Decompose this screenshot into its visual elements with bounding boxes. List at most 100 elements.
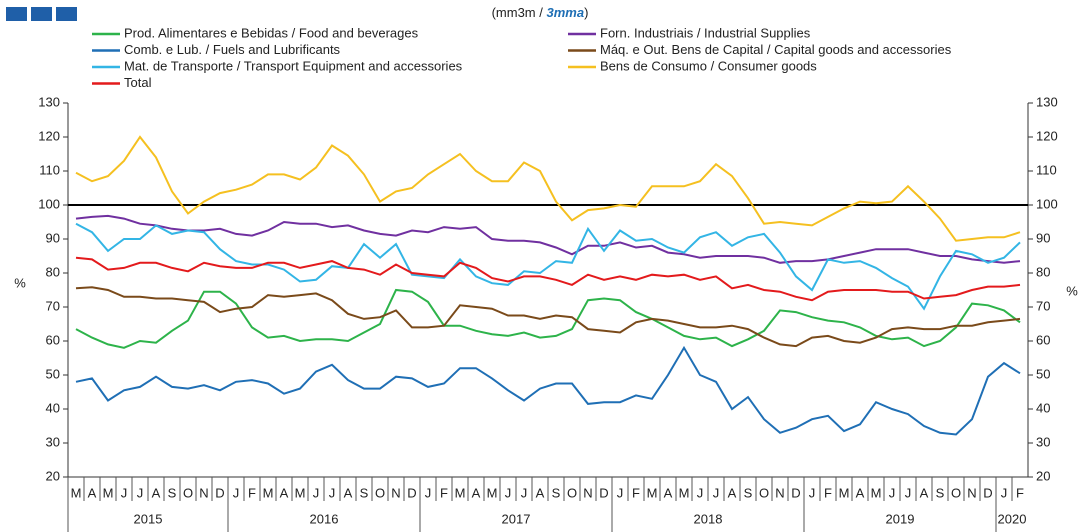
y-tick-label: 110 [39, 162, 60, 177]
x-tick-label: A [152, 485, 161, 500]
x-tick-label: M [71, 485, 82, 500]
x-tick-label: J [505, 485, 512, 500]
x-tick-label: J [521, 485, 528, 500]
x-tick-label: J [137, 485, 144, 500]
x-tick-label: A [920, 485, 929, 500]
x-tick-label: O [951, 485, 961, 500]
y-tick-label: 80 [46, 264, 60, 279]
title-part: 3mma [546, 5, 584, 20]
x-tick-label: J [905, 485, 912, 500]
x-tick-label: M [455, 485, 466, 500]
legend-label: Bens de Consumo / Consumer goods [600, 58, 817, 73]
y2-tick-label: 120 [1036, 128, 1058, 143]
legend-label: Mat. de Transporte / Transport Equipment… [124, 58, 463, 73]
logo-block [56, 7, 77, 21]
x-tick-label: M [263, 485, 274, 500]
x-tick-label: A [664, 485, 673, 500]
y2-tick-label: 100 [1036, 196, 1058, 211]
y2-tick-label: 20 [1036, 468, 1050, 483]
x-tick-label: M [295, 485, 306, 500]
x-tick-label: S [936, 485, 945, 500]
x-tick-label: M [679, 485, 690, 500]
x-tick-label: D [215, 485, 224, 500]
series-line [75, 214, 1021, 264]
series-line [75, 222, 1021, 311]
y-tick-label: 20 [46, 468, 60, 483]
x-tick-label: F [248, 485, 256, 500]
x-tick-label: M [103, 485, 114, 500]
y2-tick-label: 90 [1036, 230, 1050, 245]
x-tick-label: A [280, 485, 289, 500]
x-tick-label: O [375, 485, 385, 500]
y-tick-label: 90 [46, 230, 60, 245]
x-tick-label: F [824, 485, 832, 500]
x-tick-label: D [791, 485, 800, 500]
year-label: 2018 [694, 511, 723, 526]
y-tick-label: 70 [46, 298, 60, 313]
legend-label: Prod. Alimentares e Bebidas / Food and b… [124, 25, 419, 40]
year-label: 2015 [134, 511, 163, 526]
year-label: 2019 [886, 511, 915, 526]
legend-label: Comb. e Lub. / Fuels and Lubrificants [124, 42, 341, 57]
legend-label: Forn. Industriais / Industrial Supplies [600, 25, 811, 40]
series-line [75, 288, 1021, 349]
year-label: 2020 [998, 511, 1027, 526]
x-tick-label: D [983, 485, 992, 500]
x-tick-label: J [1001, 485, 1008, 500]
y-tick-label: 130 [38, 94, 60, 109]
x-tick-label: S [744, 485, 753, 500]
y2-tick-label: 30 [1036, 434, 1050, 449]
x-tick-label: J [121, 485, 128, 500]
x-tick-label: J [233, 485, 240, 500]
x-tick-label: J [889, 485, 896, 500]
x-tick-label: J [713, 485, 720, 500]
x-tick-label: D [407, 485, 416, 500]
x-tick-label: A [344, 485, 353, 500]
y2-tick-label: 50 [1036, 366, 1050, 381]
x-tick-label: S [552, 485, 561, 500]
x-tick-label: N [391, 485, 400, 500]
year-label: 2016 [310, 511, 339, 526]
x-tick-label: J [809, 485, 816, 500]
x-tick-label: S [360, 485, 369, 500]
y2-tick-label: 70 [1036, 298, 1050, 313]
series-line [75, 256, 1021, 302]
x-tick-label: J [329, 485, 336, 500]
series-line [75, 135, 1021, 242]
year-label: 2017 [502, 511, 531, 526]
x-tick-label: N [775, 485, 784, 500]
x-tick-label: M [871, 485, 882, 500]
x-tick-label: M [839, 485, 850, 500]
chart-title: (mm3m / 3mma) [492, 5, 589, 20]
x-tick-label: D [599, 485, 608, 500]
x-tick-label: F [1016, 485, 1024, 500]
x-tick-label: J [617, 485, 624, 500]
x-tick-label: A [536, 485, 545, 500]
x-tick-label: J [313, 485, 320, 500]
x-tick-label: J [697, 485, 704, 500]
y2-tick-label: 40 [1036, 400, 1050, 415]
title-part: (mm3m / [492, 5, 544, 20]
x-tick-label: N [199, 485, 208, 500]
legend-label: Total [124, 75, 152, 90]
y-tick-label: 30 [46, 434, 60, 449]
series-line [75, 345, 1021, 436]
x-tick-label: A [88, 485, 97, 500]
x-tick-label: N [583, 485, 592, 500]
y-tick-label: 50 [46, 366, 60, 381]
x-tick-label: F [632, 485, 640, 500]
series-line [75, 286, 1021, 348]
y-axis-label: % [14, 275, 26, 290]
x-tick-label: M [487, 485, 498, 500]
logo-block [31, 7, 52, 21]
x-tick-label: A [856, 485, 865, 500]
y2-tick-label: 80 [1036, 264, 1050, 279]
x-tick-label: O [567, 485, 577, 500]
y2-axis-label: % [1066, 283, 1078, 298]
x-tick-label: A [472, 485, 481, 500]
x-tick-label: F [440, 485, 448, 500]
x-tick-label: O [759, 485, 769, 500]
y-tick-label: 60 [46, 332, 60, 347]
y-tick-label: 100 [38, 196, 60, 211]
